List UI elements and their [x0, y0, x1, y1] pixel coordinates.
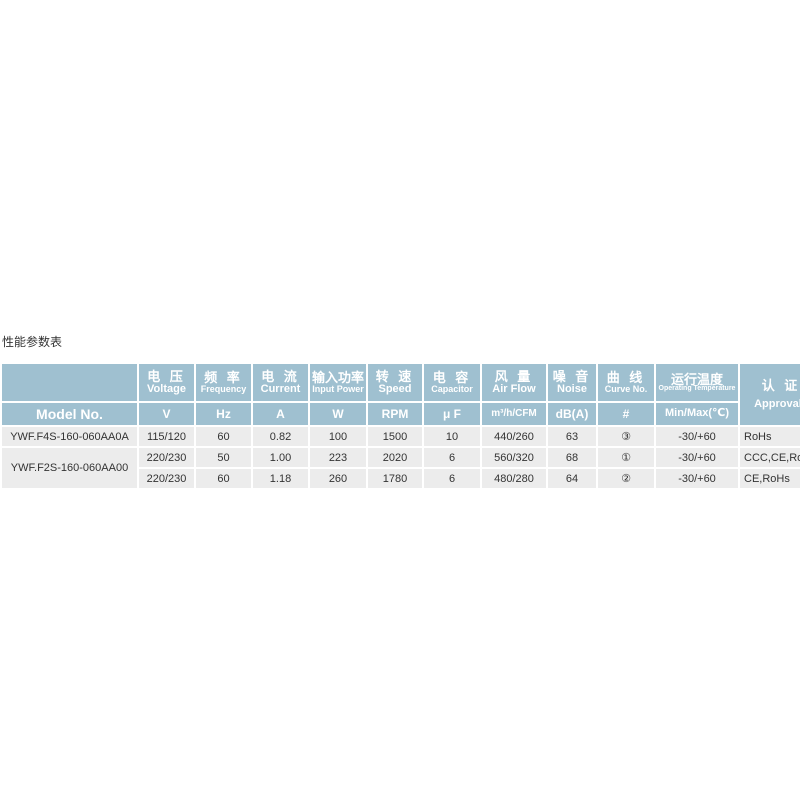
unit: μ F [424, 403, 480, 425]
cell: 115/120 [139, 427, 194, 446]
cell: 6 [424, 448, 480, 467]
cell: 1.18 [253, 469, 308, 488]
cell: 220/230 [139, 448, 194, 467]
header-en: Capacitor [431, 383, 473, 394]
header-cn: 电 容 [432, 369, 472, 385]
header-model: Model No. [2, 403, 137, 425]
cell: 60 [196, 469, 251, 488]
header-en: Frequency [200, 383, 247, 394]
header-approvals: 认 证 Approvals [740, 364, 800, 425]
header-current: 电 流 Current [253, 364, 308, 401]
table-row: YWF.F2S-160-060AA00 220/230 50 1.00 223 2020… [2, 448, 800, 488]
header-noise: 噪 音 Noise [548, 364, 596, 401]
unit: m³/h/CFM [482, 403, 546, 425]
header-cn: 风 量 [494, 368, 534, 384]
header-row-2: Model No. V Hz A W RPM μ F m³/h/CFM dB(A… [2, 403, 800, 425]
cell: CE,RoHs [740, 469, 800, 488]
cell: ② [598, 469, 654, 488]
header-en: Input Power [312, 383, 364, 394]
table-row: 220/230 60 1.18 260 1780 6 480/280 64 ② -30/+60 CE… [2, 469, 800, 488]
unit: Min/Max(℃) [656, 403, 738, 425]
cell: 480/280 [482, 469, 546, 488]
header-en: Curve No. [604, 383, 648, 394]
cell: -30/+60 [656, 448, 738, 467]
cell: -30/+60 [656, 469, 738, 488]
cell: 0.82 [253, 427, 308, 446]
header-en: Speed [378, 382, 412, 395]
unit: V [139, 403, 194, 425]
header-cn: 转 速 [375, 368, 415, 384]
cell: -30/+60 [656, 427, 738, 446]
header-cn: 噪 音 [552, 368, 592, 384]
cell: 6 [424, 469, 480, 488]
cell: 1.00 [253, 448, 308, 467]
unit: A [253, 403, 308, 425]
header-voltage: 电 压 Voltage [139, 364, 194, 401]
cell: 10 [424, 427, 480, 446]
header-input-power: 输入功率 Input Power [310, 364, 366, 401]
header-air-flow: 风 量 Air Flow [482, 364, 546, 401]
cell: 1500 [368, 427, 422, 446]
header-cn: 曲 线 [606, 369, 646, 385]
header-speed: 转 速 Speed [368, 364, 422, 401]
cell: ① [598, 448, 654, 467]
header-en: Approvals [754, 397, 800, 410]
header-cn: 电 压 [147, 368, 186, 384]
cell: 50 [196, 448, 251, 467]
cell: 560/320 [482, 448, 546, 467]
cell: 440/260 [482, 427, 546, 446]
header-blank [2, 364, 137, 401]
header-row-1: 电 压 Voltage 频 率 Frequency 电 流 Current 输入功率 I… [2, 364, 800, 425]
header-en: Current [260, 382, 301, 395]
header-curve: 曲 线 Curve No. [598, 364, 654, 401]
header-en: Voltage [147, 382, 186, 395]
header-cn: 频 率 [204, 369, 243, 385]
unit: dB(A) [548, 403, 596, 425]
cell: 68 [548, 448, 596, 467]
header-temperature: 运行温度 Operating Temperature [656, 364, 738, 401]
header-en: Air Flow [492, 382, 536, 395]
page-title: 性能参数表 [2, 335, 63, 349]
cell: ③ [598, 427, 654, 446]
cell: 60 [196, 427, 251, 446]
cell: 63 [548, 427, 596, 446]
model-cell: YWF.F2S-160-060AA00 [2, 448, 137, 488]
header-capacitor: 电 容 Capacitor [424, 364, 480, 401]
unit: RPM [368, 403, 422, 425]
cell: 260 [310, 469, 366, 488]
cell: 64 [548, 469, 596, 488]
unit: Hz [196, 403, 251, 425]
model-cell: YWF.F4S-160-060AA0A [2, 427, 137, 446]
table-row: YWF.F4S-160-060AA0A 115/120 60 0.82 100 1500… [2, 427, 800, 446]
cell: 2020 [368, 448, 422, 467]
header-en: Noise [557, 382, 587, 395]
performance-table: 电 压 Voltage 频 率 Frequency 电 流 Current 输入功率 I… [0, 362, 800, 490]
cell: 223 [310, 448, 366, 467]
unit: W [310, 403, 366, 425]
cell: RoHs [740, 427, 800, 446]
header-cn: 输入功率 [311, 369, 364, 385]
unit: # [598, 403, 654, 425]
cell: 1780 [368, 469, 422, 488]
header-frequency: 频 率 Frequency [196, 364, 251, 401]
cell: 220/230 [139, 469, 194, 488]
header-cn: 电 流 [261, 368, 300, 384]
cell: CCC,CE,RoHs [740, 448, 800, 467]
header-cn: 运行温度 [670, 371, 723, 387]
header-cn: 认 证 [761, 377, 800, 393]
cell: 100 [310, 427, 366, 446]
header-en: Operating Temperature [658, 385, 736, 393]
